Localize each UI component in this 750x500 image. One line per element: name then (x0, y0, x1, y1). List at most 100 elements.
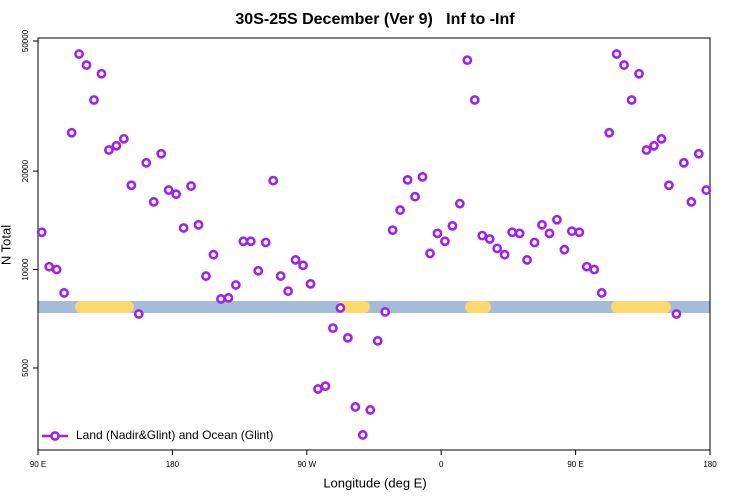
data-point (499, 249, 510, 260)
legend-marker (50, 431, 60, 441)
y-axis-label: N Total (0, 225, 13, 265)
data-point (357, 430, 368, 440)
data-point (649, 140, 659, 151)
data-point (320, 381, 331, 392)
data-point (701, 185, 712, 195)
data-point (283, 286, 294, 297)
data-point (111, 140, 122, 151)
data-point (260, 237, 271, 248)
data-point (350, 402, 361, 412)
data-point (693, 148, 704, 159)
x-tick-label: 90 E (567, 460, 583, 469)
data-point (186, 181, 196, 191)
data-point (514, 228, 525, 239)
data-point (395, 205, 406, 215)
y-tick-label: 20000 (21, 159, 30, 182)
data-point (678, 157, 689, 168)
data-point (664, 180, 674, 191)
data-point (581, 261, 592, 272)
data-point (305, 278, 316, 289)
data-point (238, 236, 249, 247)
data-point (126, 180, 137, 191)
data-point (104, 145, 114, 155)
data-point (335, 303, 346, 313)
data-point (298, 260, 308, 271)
data-point (686, 197, 697, 207)
data-point (462, 55, 473, 66)
data-point (611, 49, 622, 59)
x-tick-label: 180 (166, 460, 180, 469)
data-point (469, 95, 480, 105)
data-point (66, 127, 77, 138)
data-point (477, 230, 488, 241)
data-point (59, 288, 70, 298)
chart-title: 30S-25S December (Ver 9) Inf to -Inf (235, 11, 515, 28)
data-point (275, 271, 286, 281)
data-point (201, 271, 211, 281)
data-point (589, 264, 600, 275)
data-point (410, 191, 420, 202)
data-point (81, 60, 92, 70)
data-point (156, 148, 167, 159)
data-point (507, 227, 518, 238)
data-point (268, 175, 279, 186)
data-point (380, 307, 391, 317)
data-point (671, 309, 682, 319)
data-point (36, 227, 47, 238)
data-point (208, 249, 219, 260)
data-point (372, 335, 383, 346)
data-point (432, 228, 443, 239)
data-point (537, 219, 547, 230)
data-point (313, 384, 323, 394)
data-point (118, 133, 129, 144)
data-point (96, 68, 107, 79)
data-point (245, 236, 256, 247)
data-point (529, 237, 540, 248)
data-point (290, 255, 301, 265)
data-point (544, 228, 555, 239)
data-point (193, 219, 204, 230)
data-point (417, 171, 428, 182)
data-point (596, 288, 607, 298)
data-point (141, 157, 152, 168)
data-point (44, 261, 55, 272)
data-point (566, 226, 577, 237)
data-point (51, 264, 62, 275)
data-point (484, 234, 495, 244)
data-point (148, 197, 159, 207)
data-point (626, 95, 637, 105)
plot-frame (37, 37, 711, 451)
data-point (74, 49, 84, 59)
data-point (230, 280, 241, 290)
data-point (454, 198, 465, 209)
x-tick-label: 90 W (297, 460, 316, 469)
data-point (89, 95, 99, 105)
data-point (440, 236, 450, 247)
data-point (604, 127, 615, 138)
y-tick-label: 50000 (21, 29, 30, 52)
data-point (223, 292, 234, 303)
x-tick-label: 0 (439, 460, 444, 469)
data-point (492, 243, 503, 254)
data-point (133, 309, 144, 319)
data-point (178, 223, 189, 233)
x-tick-label: 90 E (30, 460, 46, 469)
data-point (253, 265, 264, 276)
data-point (171, 189, 182, 200)
data-point (641, 145, 652, 155)
data-point (522, 255, 532, 265)
legend-label: Land (Nadir&Glint) and Ocean (Glint) (76, 428, 273, 442)
data-point (559, 244, 570, 255)
data-point (216, 294, 226, 304)
data-point (552, 214, 562, 225)
x-axis-label: Longitude (deg E) (323, 475, 426, 490)
data-point (447, 220, 458, 231)
data-point (342, 332, 353, 343)
data-point (656, 133, 667, 144)
y-tick-label: 5000 (21, 359, 30, 377)
data-point (328, 323, 338, 334)
data-point (402, 174, 413, 185)
y-tick-label: 10000 (21, 258, 30, 281)
data-point (619, 60, 630, 70)
